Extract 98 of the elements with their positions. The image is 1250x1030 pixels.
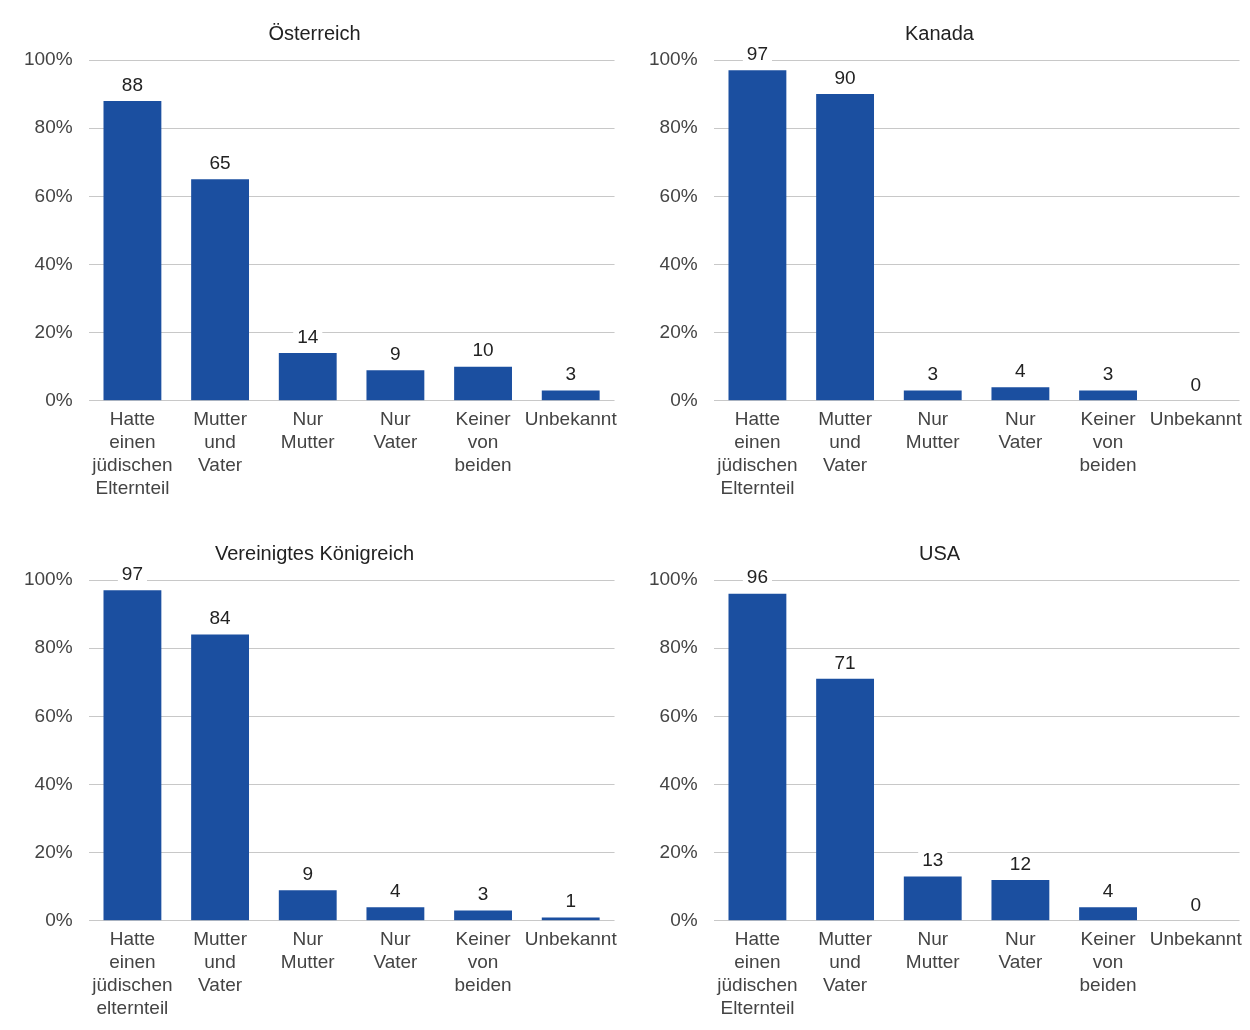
y-tick-label: 40% [659,252,698,274]
x-tick-label: Nur Vater [373,928,419,973]
y-tick-label: 0% [670,909,698,931]
x-tick-label: Keiner von beiden [454,408,512,476]
x-tick-label: Nur Vater [998,408,1044,453]
bar [541,917,600,921]
data-label: 96 [746,566,768,588]
bar [728,70,787,401]
y-tick-label: 80% [659,636,698,658]
data-label: 97 [746,42,768,64]
bar [278,890,337,921]
bar [1079,390,1137,401]
bar [366,907,425,921]
x-tick-label: Nur Mutter [280,928,336,973]
bar [991,879,1050,921]
y-tick-label: 20% [659,840,698,862]
data-label: 9 [302,862,314,884]
y-tick-label: 0% [670,389,698,411]
chart-title: Vereinigtes Königreich [214,541,415,564]
x-tick-label: Hatte einen jüdischen Elternteil [716,928,798,1018]
bar [191,179,250,401]
data-label: 3 [477,883,489,905]
x-tick-label: Keiner von beiden [1079,928,1137,996]
data-label: 71 [834,651,856,673]
data-label: 3 [927,363,939,385]
x-tick-label: Mutter und Vater [193,928,248,996]
x-tick-label: Hatte einen jüdischen Elternteil [91,408,173,498]
x-tick-label: Nur Vater [373,408,419,453]
y-tick-label: 80% [34,636,73,658]
bar [541,390,600,401]
y-tick-label: 80% [34,116,73,138]
x-tick-label: Unbekannt [1149,408,1243,430]
y-tick-label: 20% [34,840,73,862]
x-tick-label: Nur Vater [998,928,1044,973]
data-label: 14 [297,325,319,347]
data-label: 4 [1102,879,1114,901]
y-tick-label: 0% [45,389,73,411]
y-tick-label: 100% [648,568,698,590]
data-label: 0 [1190,373,1202,395]
bar [366,370,425,401]
y-tick-label: 20% [659,320,698,342]
chart-title: USA [918,541,961,564]
x-tick-label: Nur Mutter [280,408,336,453]
y-tick-label: 80% [659,116,698,138]
y-tick-label: 0% [45,909,73,931]
bar [816,678,875,921]
y-tick-label: 60% [34,184,73,206]
y-tick-label: 20% [34,320,73,342]
y-tick-label: 100% [648,48,698,70]
bar [278,353,337,401]
y-tick-label: 100% [23,568,73,590]
x-tick-label: Hatte einen jüdischen elternteil [91,928,173,1018]
bar [991,387,1050,401]
data-label: 90 [834,66,856,88]
chart-title: Österreich [268,21,361,44]
bar [191,634,250,921]
bar [454,366,512,401]
data-label: 1 [565,890,577,912]
data-label: 97 [121,562,143,584]
y-tick-label: 40% [659,772,698,794]
data-label: 84 [209,607,232,629]
x-tick-label: Unbekannt [1149,928,1243,950]
x-tick-label: Keiner von beiden [454,928,512,996]
y-tick-label: 40% [34,772,73,794]
data-label: 9 [390,342,401,364]
y-tick-label: 60% [659,704,698,726]
bar [103,100,162,401]
x-tick-label: Keiner von beiden [1079,408,1137,476]
data-label: 13 [922,849,944,871]
x-tick-label: Mutter und Vater [818,928,873,996]
data-label: 3 [1102,363,1114,385]
data-label: 0 [1190,893,1202,915]
bar [816,94,875,401]
bar [903,876,962,921]
y-tick-label: 60% [659,184,698,206]
data-label: 3 [565,363,577,385]
bar [103,590,162,921]
bar [1079,907,1137,921]
x-tick-label: Nur Mutter [905,928,961,973]
y-tick-label: 40% [34,252,73,274]
x-tick-label: Mutter und Vater [818,408,873,476]
y-tick-label: 100% [23,48,73,70]
y-tick-label: 60% [34,704,73,726]
data-label: 88 [121,73,143,95]
x-tick-label: Unbekannt [524,928,618,950]
bar [728,593,787,921]
x-tick-label: Mutter und Vater [193,408,248,476]
data-label: 65 [209,152,231,174]
x-tick-label: Nur Mutter [905,408,961,453]
x-tick-label: Unbekannt [524,408,618,430]
data-label: 4 [1015,359,1027,381]
chart-title: Kanada [905,21,975,44]
bar [903,390,962,401]
data-label: 12 [1009,852,1031,874]
x-tick-label: Hatte einen jüdischen Elternteil [716,408,798,498]
data-label: 10 [472,339,494,361]
bar [454,910,512,921]
data-label: 4 [390,879,402,901]
